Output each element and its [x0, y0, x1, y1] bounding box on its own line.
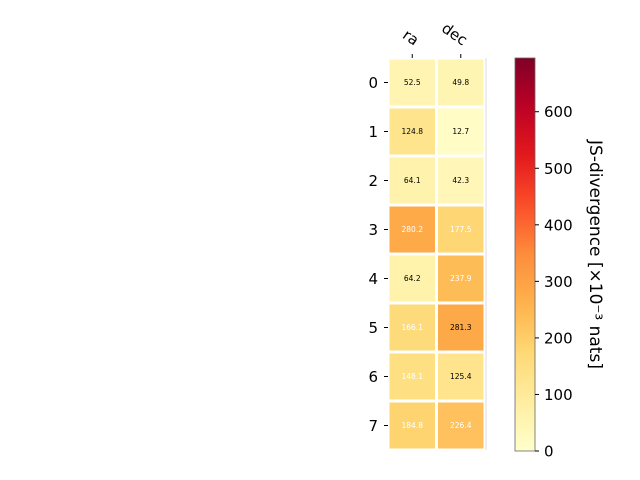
- heatmap-cell: [389, 353, 435, 400]
- heatmap-cell: [389, 255, 435, 302]
- heatmap-cell: [389, 402, 435, 449]
- heatmap-cell: [438, 304, 484, 351]
- colorbar-tick-label: 500: [544, 160, 573, 178]
- cell-value-label: 166.1: [402, 323, 424, 332]
- heatmap-cell: [389, 59, 435, 106]
- cell-value-label: 281.3: [450, 323, 472, 332]
- colorbar-gradient: [514, 57, 536, 452]
- cell-value-label: 177.5: [450, 225, 472, 234]
- heatmap-cell: [389, 304, 435, 351]
- cell-value-label: 237.9: [450, 274, 472, 283]
- y-tick-label: 7: [368, 417, 378, 435]
- colorbar-label: JS-divergence [×10⁻³ nats]: [585, 139, 605, 369]
- heatmap-cell: [438, 59, 484, 106]
- colorbar-tick-label: 300: [544, 273, 573, 291]
- colorbar-tick-label: 200: [544, 329, 573, 347]
- x-axis: ra dec: [399, 19, 471, 58]
- colorbar-tick-label: 100: [544, 386, 573, 404]
- heatmap-cell: [438, 255, 484, 302]
- cell-value-label: 124.8: [402, 127, 424, 136]
- y-tick-label: 0: [368, 74, 378, 92]
- heatmap-grid: 52.5 49.8 124.8 12.7 64.1 42.3 280.2 177.5 64.2 2…: [389, 58, 487, 450]
- y-tick-label: 3: [368, 221, 378, 239]
- heatmap-cell: [438, 157, 484, 204]
- cell-value-label: 49.8: [452, 78, 469, 87]
- y-tick-label: 1: [368, 123, 378, 141]
- y-axis: 0 1 2 3 4 5 6 7: [368, 74, 388, 435]
- cell-value-label: 125.4: [450, 372, 472, 381]
- cell-value-label: 64.1: [404, 176, 421, 185]
- cell-value-label: 52.5: [404, 78, 421, 87]
- colorbar: 0 100 200 300 400 500 600 JS-divergence [×10⁻³ …: [514, 57, 605, 461]
- heatmap-cell: [389, 157, 435, 204]
- cell-value-label: 280.2: [402, 225, 424, 234]
- cell-value-label: 148.1: [402, 372, 424, 381]
- x-tick-label: dec: [438, 19, 470, 49]
- x-tick-label: ra: [399, 26, 422, 50]
- cell-value-label: 226.4: [450, 421, 472, 430]
- colorbar-tick-label: 400: [544, 216, 573, 234]
- y-tick-label: 6: [368, 368, 378, 386]
- colorbar-tick-label: 0: [544, 443, 554, 461]
- heatmap-cell: [438, 402, 484, 449]
- heatmap-cell: [438, 206, 484, 253]
- heatmap-cell: [389, 108, 435, 155]
- heatmap-cell: [438, 353, 484, 400]
- colorbar-tick-label: 600: [544, 103, 573, 121]
- y-tick-label: 5: [368, 319, 378, 337]
- heatmap-cell: [438, 108, 484, 155]
- y-tick-label: 4: [368, 270, 378, 288]
- cell-value-label: 42.3: [452, 176, 469, 185]
- cell-value-label: 64.2: [404, 274, 421, 283]
- y-tick-label: 2: [368, 172, 378, 190]
- cell-value-label: 12.7: [452, 127, 469, 136]
- heatmap-cell: [389, 206, 435, 253]
- cell-value-label: 184.8: [402, 421, 424, 430]
